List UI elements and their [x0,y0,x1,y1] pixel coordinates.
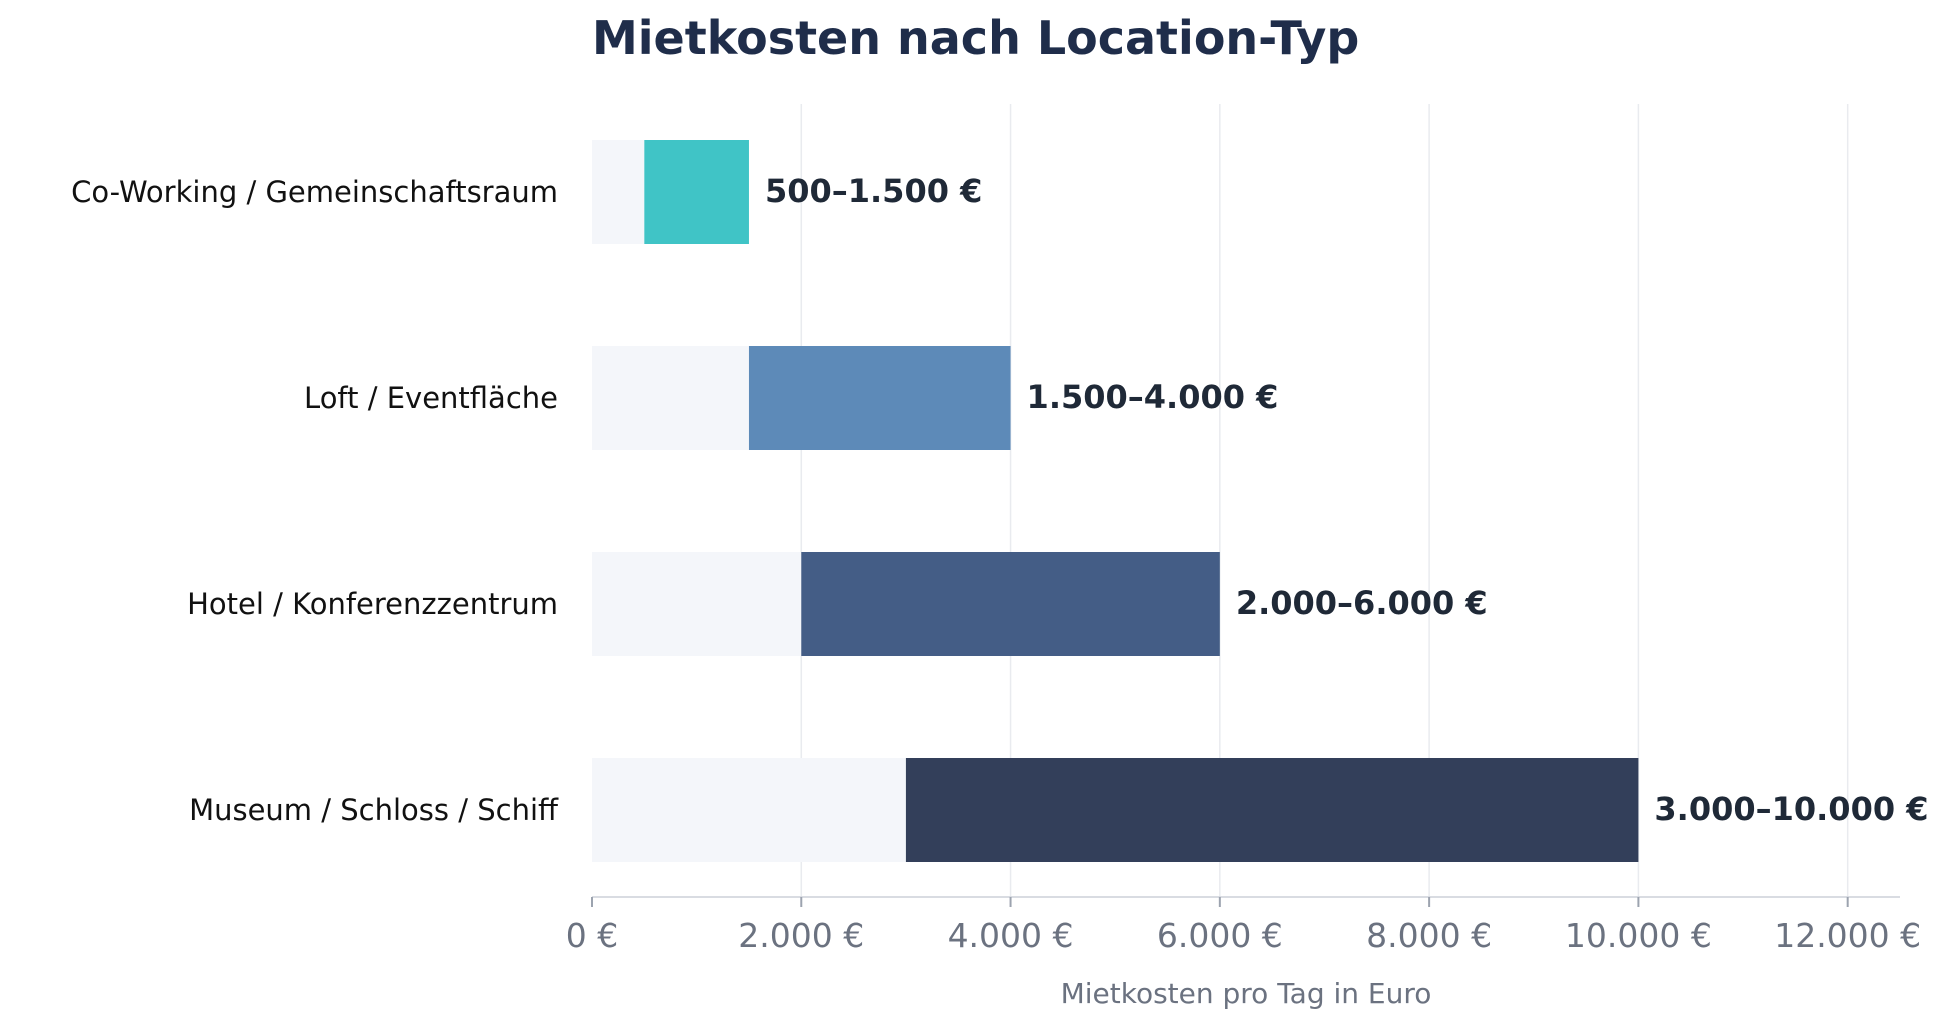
category-label: Co-Working / Gemeinschaftsraum [71,175,558,209]
bars [592,140,1639,862]
data-label: 1.500–4.000 € [1027,378,1279,416]
x-tick-label: 8.000 € [1366,916,1492,955]
category-label: Hotel / Konferenzzentrum [187,587,558,621]
bar-background [592,552,802,656]
x-axis-ticks: 0 € 2.000 € 4.000 € 6.000 € 8.000 € 10.000 € 1… [566,897,1921,955]
bar-range [905,758,1639,862]
bar-background [592,140,645,244]
x-tick-label: 10.000 € [1565,916,1712,955]
bar-background [592,758,906,862]
x-tick-label: 4.000 € [948,916,1074,955]
data-label: 3.000–10.000 € [1654,790,1928,828]
category-label: Loft / Eventfläche [304,381,558,415]
bar-background [592,346,749,450]
bar-range [801,552,1220,656]
chart-title: Mietkosten nach Location-Typ [592,11,1359,65]
data-label: 2.000–6.000 € [1236,584,1488,622]
bar-range [748,346,1011,450]
x-tick-label: 6.000 € [1157,916,1283,955]
x-tick-label: 12.000 € [1774,916,1921,955]
x-tick-label: 2.000 € [738,916,864,955]
category-label: Museum / Schloss / Schiff [189,793,559,827]
data-label: 500–1.500 € [765,172,982,210]
x-tick-label: 0 € [566,916,618,955]
x-axis-label: Mietkosten pro Tag in Euro [1061,977,1432,1010]
bar-range [644,140,749,244]
labels: Co-Working / Gemeinschaftsraum 500–1.500 … [71,172,1928,828]
